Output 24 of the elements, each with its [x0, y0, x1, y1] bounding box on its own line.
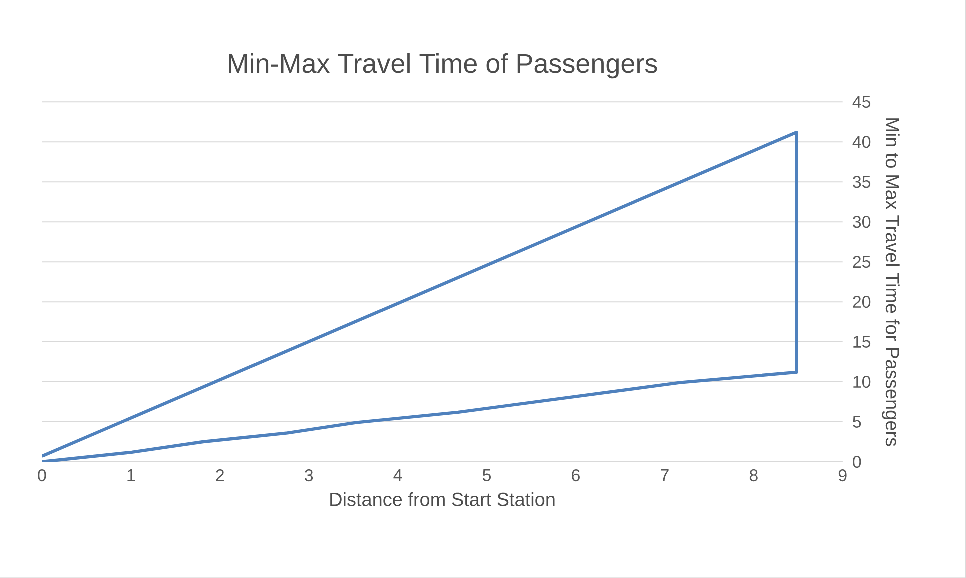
y-tick-label: 15 — [854, 336, 871, 348]
x-tick-label: 1 — [128, 469, 136, 482]
line-series — [42, 130, 798, 462]
x-tick-label: 4 — [394, 469, 402, 482]
x-tick-label: 5 — [482, 469, 492, 482]
x-tick-label: 0 — [38, 469, 46, 482]
x-tick-label: 9 — [838, 469, 847, 482]
y-tick-label: 45 — [852, 96, 871, 108]
y-axis-title: Min to Max Travel Time for Passengers — [882, 118, 900, 446]
chart-title: Min-Max Travel Time of Passengers — [229, 53, 658, 79]
y-tick-label: 35 — [853, 176, 871, 188]
x-tick-label: 7 — [661, 469, 669, 482]
y-tick-label: 5 — [853, 416, 862, 428]
y-tick-label: 0 — [853, 456, 862, 468]
x-axis-title: Distance from Start Station — [330, 492, 555, 506]
x-tick-label: 3 — [304, 469, 314, 482]
x-tick-label: 8 — [750, 469, 758, 482]
y-tick-label: 30 — [853, 216, 871, 228]
y-tick-label: 25 — [853, 256, 871, 268]
x-tick-label: 6 — [572, 469, 580, 482]
y-tick-label: 10 — [854, 376, 871, 388]
y-tick-label: 40 — [852, 136, 871, 148]
x-tick-label: 2 — [216, 469, 224, 482]
y-tick-label: 20 — [853, 296, 871, 308]
